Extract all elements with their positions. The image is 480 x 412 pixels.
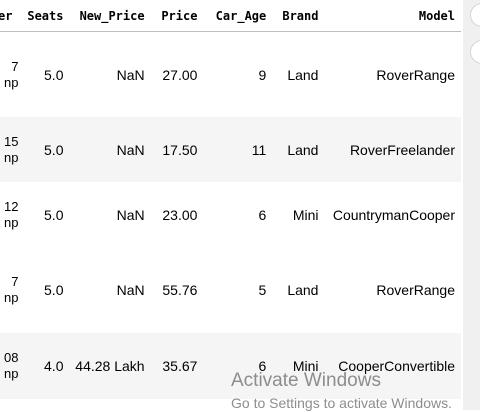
partial-line-1: 12 [3,198,19,214]
table-cell-car-age: 9 [258,66,267,83]
table-cell-seats: 5.0 [44,206,64,223]
partial-line-1: 08 [3,350,19,365]
table-cell-new-price: NaN [116,282,145,298]
header-row: er Seats New_Price Price Car_Age Brand M… [0,0,461,32]
column-header-car-age: Car_Age [203,0,273,32]
table-cell-seats: 4.0 [18,333,70,399]
dataframe-output: er Seats New_Price Price Car_Age Brand M… [0,0,461,399]
table-cell-brand: Mini [292,206,319,223]
table-row: 7 np 5.0 NaN 55.76 5 Land RoverRange [0,247,461,333]
table-cell-new-price: NaN [116,206,145,223]
table-row: 15 np 5.0 NaN 17.50 11 Land RoverFreeland… [0,117,461,182]
partial-line-1: 7 [11,274,19,289]
table-cell-car-age: 6 [203,333,273,399]
column-header-brand: Brand [272,0,325,32]
table-cell-brand: Mini [272,333,325,399]
table-row: 08 np 4.0 44.28 Lakh 35.67 6 Mini CooperC… [0,333,461,399]
column-header-price: Price [150,0,204,32]
column-header-seats: Seats [18,0,70,32]
table-cell-price: 35.67 [150,333,204,399]
table-cell-partial: 7 np [0,247,18,333]
table-cell-new-price: NaN [69,117,151,182]
table-cell-partial: 08 np [0,333,19,399]
column-header-model: Model [324,0,461,32]
partial-line-2: np [3,214,19,230]
partial-line-2: np [3,366,19,381]
table-cell-new-price: NaN [116,66,145,83]
table-cell-model: RoverRange [376,282,455,298]
table-cell-seats: 5.0 [44,282,64,298]
vertical-scrollbar[interactable] [463,0,480,410]
table-row: 12 np 5.0 NaN 23.00 6 Mini CountrymanCoop… [0,182,461,247]
table-cell-model: RoverFreelander [324,117,461,182]
table-cell-price: 23.00 [162,206,198,223]
table-cell-model: CountrymanCooper [332,206,455,223]
table-cell-price: 27.00 [162,66,198,83]
partial-line-2: np [3,290,19,305]
dataframe-table: er Seats New_Price Price Car_Age Brand M… [0,0,461,399]
table-cell-price: 55.76 [162,282,198,298]
table-cell-brand: Land [287,282,319,298]
table-cell-brand: Land [287,66,319,83]
column-header-new-price: New_Price [69,0,151,32]
partial-line-2: np [3,74,19,90]
table-cell-partial: 7 np [0,32,18,118]
table-cell-model: CooperConvertible [324,333,461,399]
table-cell-brand: Land [272,117,325,182]
table-cell-model: RoverRange [376,66,455,83]
table-cell-car-age: 6 [258,206,267,223]
table-cell-car-age: 5 [258,282,267,298]
table-cell-car-age: 11 [203,117,273,182]
partial-line-1: 15 [3,133,19,149]
partial-line-1: 7 [11,58,19,74]
table-cell-new-price: 44.28 Lakh [69,333,151,399]
column-header-partial: er [0,0,19,32]
table-cell-price: 17.50 [150,117,204,182]
table-row: 7 np 5.0 NaN 27.00 9 Land RoverRange [0,32,461,118]
table-cell-seats: 5.0 [18,117,70,182]
table-cell-partial: 15 np [0,117,19,182]
table-cell-seats: 5.0 [44,66,64,83]
table-cell-partial: 12 np [0,182,18,247]
partial-line-2: np [3,149,19,165]
